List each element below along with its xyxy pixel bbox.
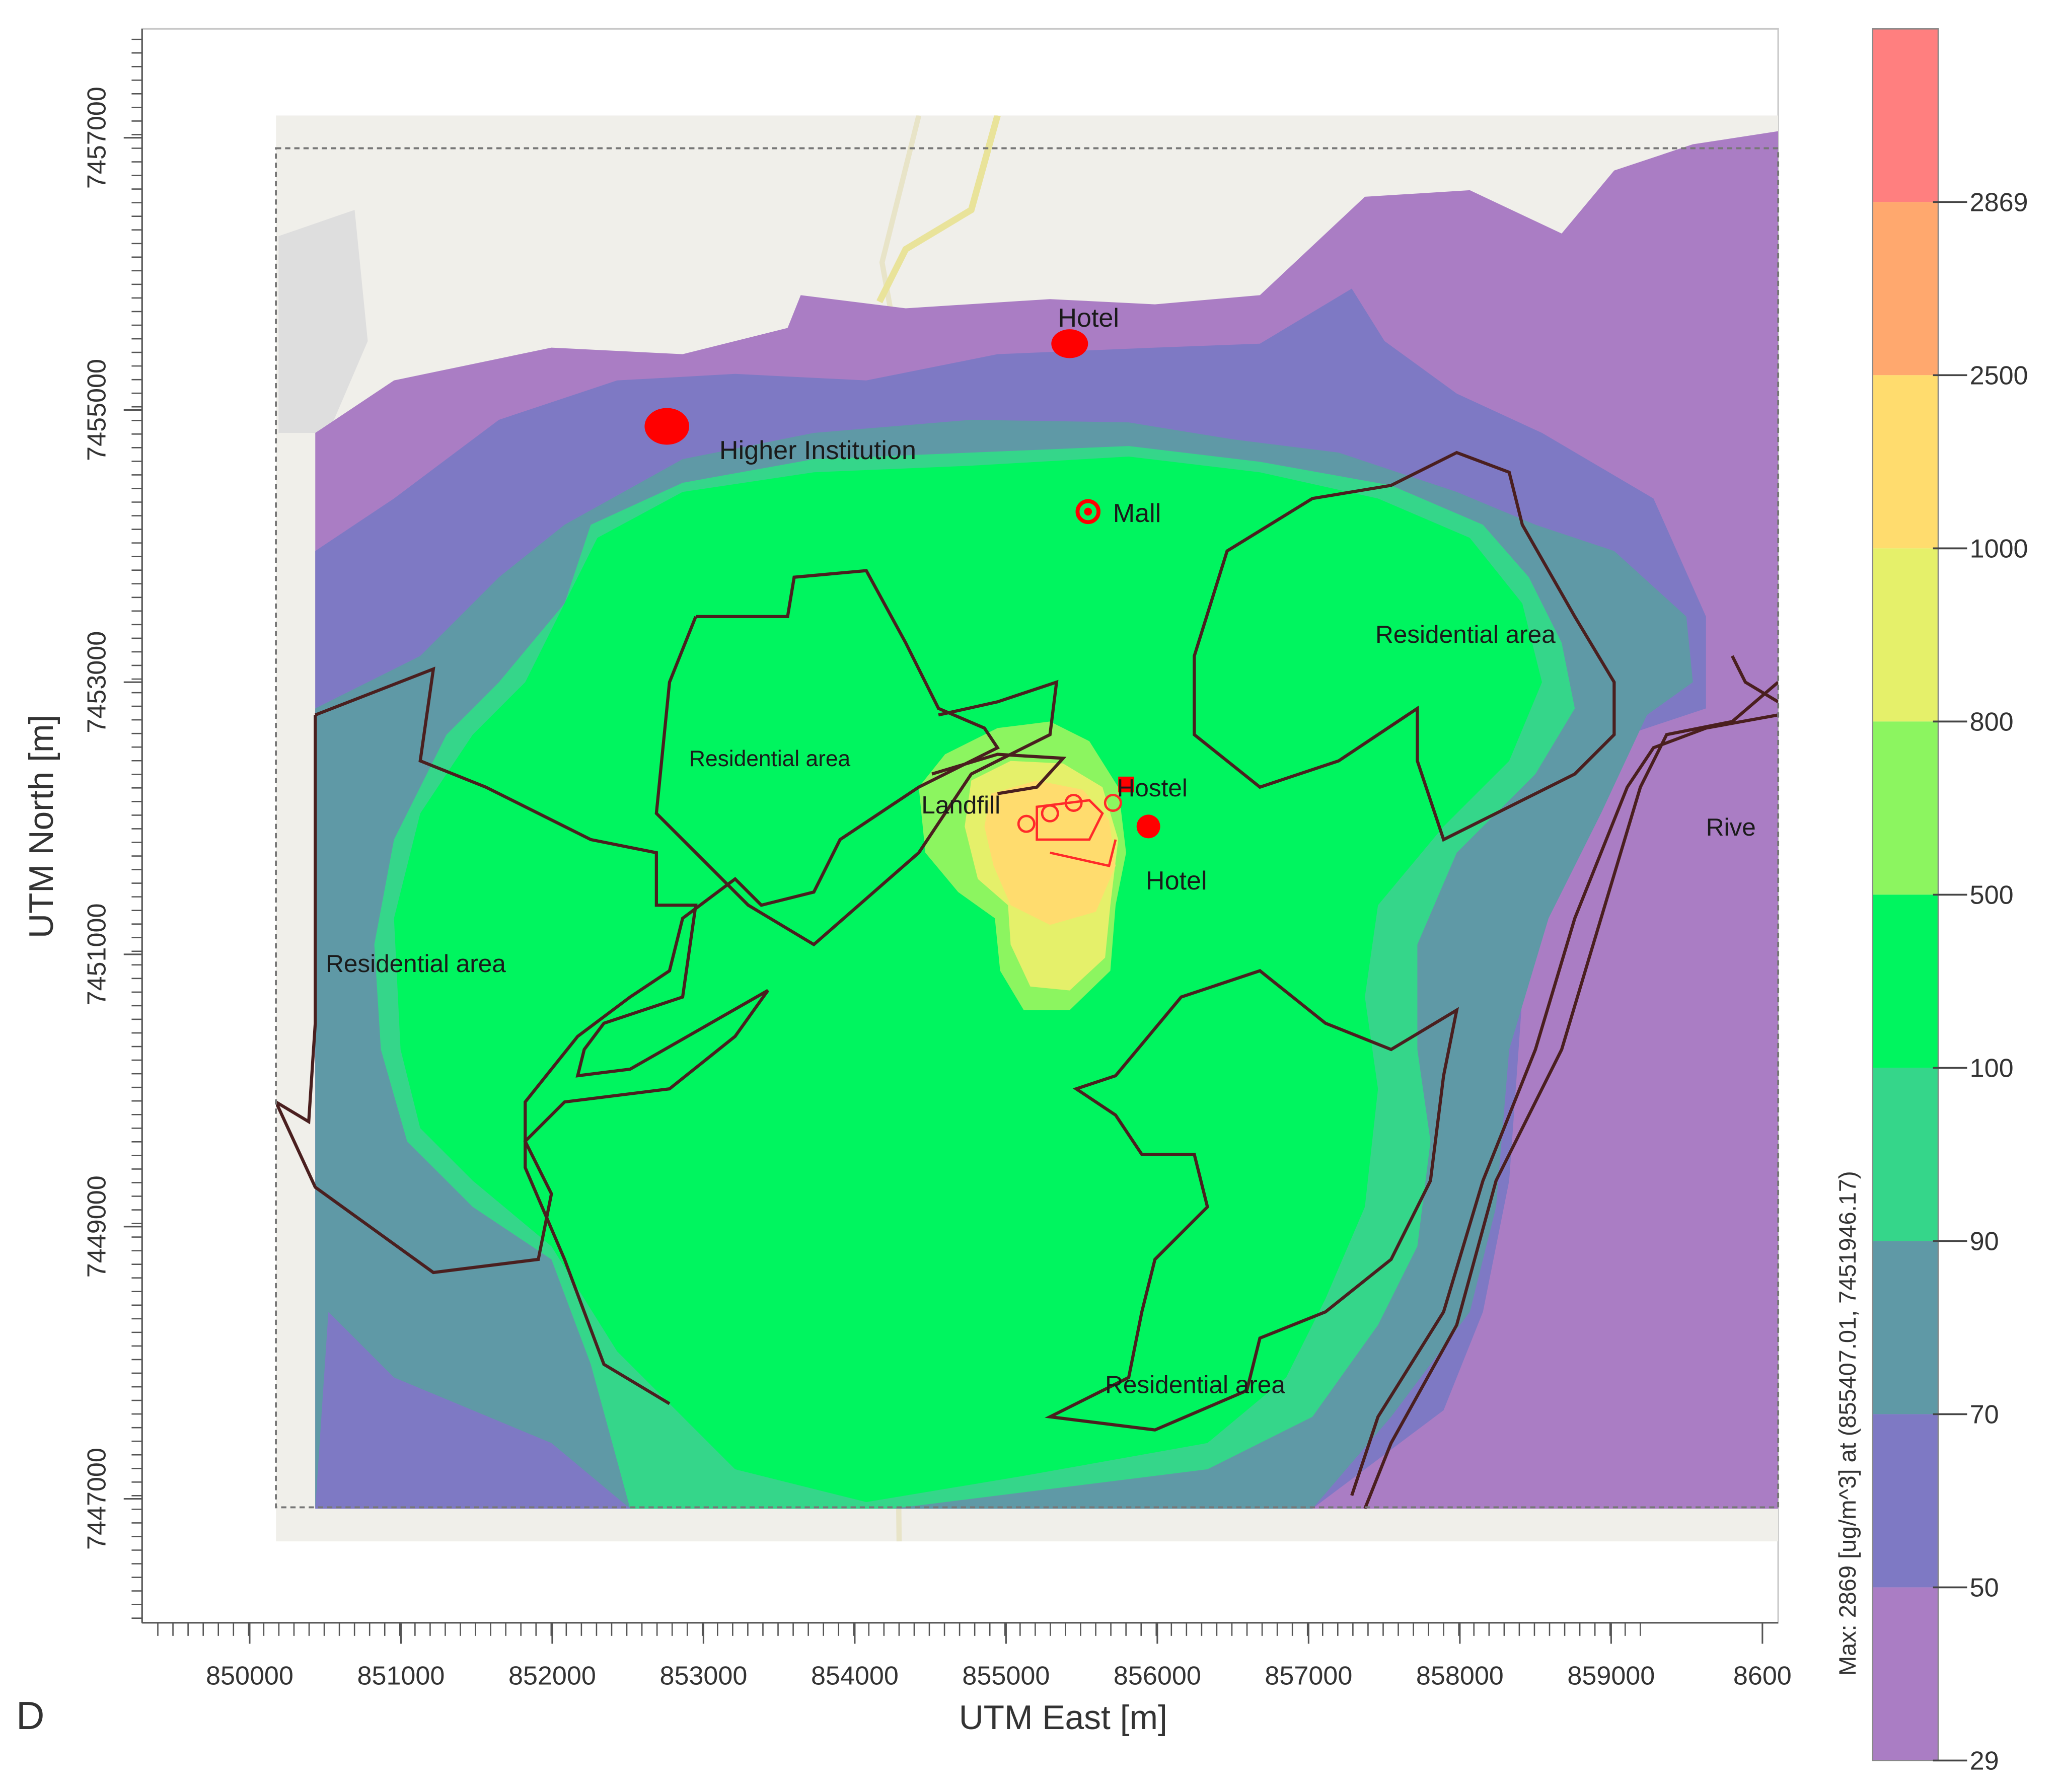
- contour-100-500: [394, 456, 1542, 1503]
- y-tick-label: 7451000: [82, 904, 111, 1006]
- label-hotel-center: Hotel: [1146, 866, 1207, 895]
- label-residential-ne: Residential area: [1375, 621, 1556, 648]
- higher-institution-marker: [644, 408, 690, 445]
- colorbar-tick-label: 29: [1970, 1747, 1999, 1776]
- y-tick-label: 7457000: [82, 87, 111, 189]
- hostel-marker: [1118, 776, 1134, 793]
- colorbar-tick-label: 70: [1970, 1400, 1999, 1430]
- x-tick-label: 858000: [1416, 1661, 1504, 1690]
- colorbar-segment: [1872, 721, 1939, 895]
- colorbar-tick-label: 90: [1970, 1227, 1999, 1256]
- panel-letter: D: [16, 1693, 44, 1738]
- landfill-cell: [1050, 839, 1117, 867]
- boundary-river-b: [1350, 713, 1779, 1496]
- colorbar-segment: [1872, 1241, 1939, 1414]
- boundary-river-c: [1731, 655, 1779, 703]
- contour-1000-2500: [984, 780, 1116, 925]
- y-tick-label: 7455000: [82, 359, 111, 461]
- x-tick-label: 8600: [1733, 1661, 1792, 1690]
- map-layer: Hotel Higher Institution Mall Residentia…: [276, 115, 1779, 1542]
- label-residential-south: Residential area: [1105, 1371, 1285, 1399]
- boundary-residential-center: [524, 569, 1000, 1405]
- colorbar-tick-label: 800: [1970, 708, 2014, 737]
- label-mall: Mall: [1113, 499, 1161, 528]
- label-hotel-north: Hotel: [1058, 304, 1119, 333]
- y-axis-title: UTM North [m]: [23, 715, 60, 938]
- label-residential-center: Residential area: [689, 746, 850, 771]
- x-tick-label: 859000: [1567, 1661, 1655, 1690]
- colorbar-segment: [1872, 29, 1939, 202]
- label-higher-institution: Higher Institution: [719, 436, 916, 465]
- domain-boundary: [275, 147, 1780, 1509]
- basemap-road-yellow: [876, 115, 1001, 304]
- x-tick-label: 850000: [206, 1661, 293, 1690]
- mall-marker-dot: [1084, 507, 1092, 516]
- boundary-residential-center-b: [654, 616, 1059, 947]
- x-axis-ticks: 850000 851000 852000 853000 854000 855000 8560…: [142, 1622, 1792, 1690]
- label-hostel: Hostel: [1117, 774, 1188, 802]
- mall-marker: [1075, 499, 1101, 525]
- colorbar-segment: [1872, 375, 1939, 549]
- y-axis-ticks: 7457000 7455000 7453000 7451000 7449000 74470…: [82, 29, 143, 1623]
- colorbar-caption: Max: 2869 [ug/m^3] at (855407.01, 745194…: [1834, 1171, 1861, 1676]
- label-landfill: Landfill: [921, 791, 1000, 819]
- source-marker: [1104, 793, 1122, 812]
- x-tick-label: 854000: [811, 1661, 899, 1690]
- colorbar-tick-label: 100: [1970, 1054, 2014, 1083]
- boundary-residential-ne: [1193, 451, 1616, 842]
- colorbar-segment: [1872, 1414, 1939, 1588]
- x-tick-label: 856000: [1114, 1661, 1201, 1690]
- x-tick-label: 853000: [659, 1661, 747, 1690]
- boundary-residential-south: [1045, 969, 1459, 1432]
- colorbar-segment: [1872, 894, 1939, 1068]
- boundary-residential-west: [276, 666, 769, 1275]
- colorbar-segment: [1872, 1587, 1939, 1761]
- x-tick-label: 855000: [962, 1661, 1050, 1690]
- colorbar-segment: [1872, 202, 1939, 376]
- colorbar-tick-label: 2500: [1970, 361, 2028, 391]
- colorbar-segment: [1872, 1068, 1939, 1241]
- colorbar-tick-label: 50: [1970, 1574, 1999, 1603]
- area-boundaries: [276, 451, 1779, 1510]
- label-residential-west: Residential area: [326, 950, 506, 978]
- label-river: Rive: [1706, 813, 1756, 841]
- landfill-cell: [1036, 799, 1104, 841]
- x-tick-label: 851000: [357, 1661, 445, 1690]
- colorbar-tick-label: 2869: [1970, 188, 2028, 217]
- hotel-center-marker: [1136, 814, 1160, 839]
- x-tick-label: 852000: [508, 1661, 596, 1690]
- y-tick-label: 7447000: [82, 1448, 111, 1550]
- y-tick-label: 7449000: [82, 1175, 111, 1278]
- source-marker: [1017, 814, 1036, 833]
- basemap-town-west: [278, 209, 368, 433]
- landfill-outline: [931, 753, 1067, 795]
- colorbar-tick-label: 1000: [1970, 535, 2028, 564]
- colorbar-tick-label: 500: [1970, 881, 2014, 910]
- x-tick-label: 857000: [1265, 1661, 1352, 1690]
- colorbar: 2869 2500 1000 800 500 100 90 70 50 29: [1872, 28, 2028, 1776]
- landfill-sources: [1017, 793, 1122, 867]
- hotel-north-marker: [1051, 329, 1088, 358]
- x-axis-title: UTM East [m]: [959, 1699, 1167, 1737]
- boundary-river-a: [1363, 681, 1779, 1510]
- colorbar-segment: [1872, 548, 1939, 722]
- y-tick-label: 7453000: [82, 631, 111, 733]
